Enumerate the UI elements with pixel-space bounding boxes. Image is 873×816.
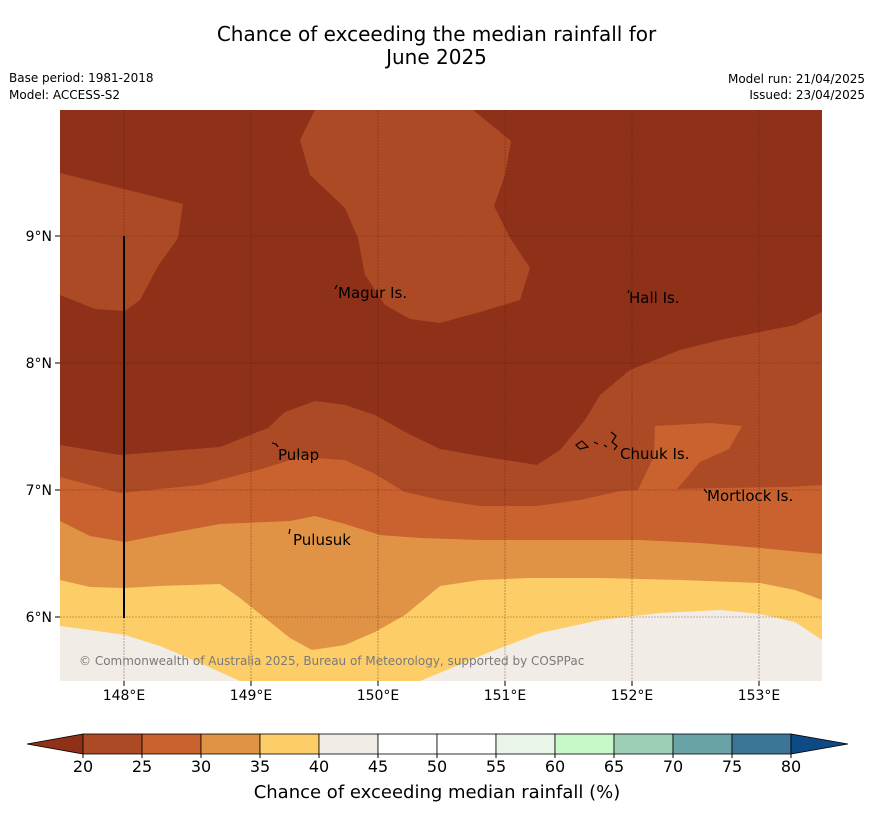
colorbar-cell — [554, 733, 615, 755]
lat-label-6n: 6°N — [26, 610, 52, 626]
place-label-pulusuk: Pulusuk — [293, 531, 351, 549]
colorbar-cell — [259, 733, 320, 755]
colorbar-tick-label: 70 — [663, 757, 683, 776]
pulusuk-island-shape — [288, 528, 291, 535]
rain-patch-20-25-west — [60, 173, 183, 311]
colorbar-tick-label: 35 — [250, 757, 270, 776]
place-label-mortlock: Mortlock Is. — [707, 487, 793, 505]
colorbar-cell — [141, 733, 202, 755]
lon-label-149e: 149°E — [230, 688, 273, 704]
issued-text: Issued: 23/04/2025 — [749, 88, 865, 102]
island-outlines — [271, 284, 708, 535]
lon-label-150e: 150°E — [357, 688, 400, 704]
place-label-pulap: Pulap — [278, 446, 319, 464]
map-plot-area[interactable]: Magur Is. Hall Is. Pulap Chuuk Is. Mortl… — [60, 110, 822, 681]
map-title-line1: Chance of exceeding the median rainfall … — [216, 22, 657, 46]
copyright-notice: © Commonwealth of Australia 2025, Bureau… — [79, 654, 584, 668]
colorbar-extend-low — [26, 733, 84, 755]
rain-zone-35-40-east-edge — [470, 643, 822, 681]
colorbar-cell — [672, 733, 733, 755]
model-text: Model: ACCESS-S2 — [9, 88, 121, 102]
map-title-line2: June 2025 — [386, 45, 487, 69]
colorbar-cell — [377, 733, 438, 755]
colorbar-extend-high — [790, 733, 849, 755]
lon-label-148e: 148°E — [103, 688, 146, 704]
rain-patch-20-25-central — [300, 110, 530, 323]
colorbar-cell — [731, 733, 792, 755]
colorbar-cells — [26, 733, 849, 755]
magur-island-shape — [334, 284, 338, 290]
colorbar-cell — [613, 733, 674, 755]
colorbar-tick-label: 50 — [427, 757, 447, 776]
colorbar-ticks: 20 25 30 35 40 45 50 55 60 65 70 75 80 — [73, 754, 801, 776]
colorbar-tick-label: 80 — [781, 757, 801, 776]
lon-label-152e: 152°E — [611, 688, 654, 704]
rain-zone-40-45 — [60, 626, 240, 681]
lat-label-9n: 9°N — [26, 229, 52, 245]
colorbar-tick-label: 25 — [132, 757, 152, 776]
lat-label-7n: 7°N — [26, 483, 52, 499]
colorbar-cell — [200, 733, 261, 755]
colorbar-cell — [318, 733, 379, 755]
colorbar-tick-label: 45 — [368, 757, 388, 776]
hall-island-shape — [627, 289, 630, 294]
colorbar-cell — [436, 733, 497, 755]
place-label-magur: Magur Is. — [338, 284, 407, 302]
lon-label-153e: 153°E — [738, 688, 781, 704]
colorbar-tick-label: 60 — [545, 757, 565, 776]
lon-label-151e: 151°E — [484, 688, 527, 704]
place-label-chuuk: Chuuk Is. — [620, 445, 689, 463]
colorbar-tick-label: 40 — [309, 757, 329, 776]
base-period-text: Base period: 1981-2018 — [9, 71, 154, 85]
mortlock-island-shape — [703, 488, 708, 494]
axis-ticks — [55, 235, 760, 686]
colorbar-tick-label: 65 — [604, 757, 624, 776]
model-run-text: Model run: 21/04/2025 — [727, 72, 865, 86]
colorbar-tick-label: 75 — [722, 757, 742, 776]
place-label-hall: Hall Is. — [629, 289, 680, 307]
colorbar-tick-label: 30 — [191, 757, 211, 776]
pulap-island-shape — [271, 442, 279, 448]
colorbar-tick-label: 55 — [486, 757, 506, 776]
colorbar-tick-label: 20 — [73, 757, 93, 776]
colorbar-label: Chance of exceeding median rainfall (%) — [254, 782, 621, 803]
colorbar: 20 25 30 35 40 45 50 55 60 65 70 75 80 Chance of exc… — [26, 733, 849, 803]
chuuk-island-shape — [575, 431, 618, 451]
colorbar-cell — [82, 733, 143, 755]
lat-label-8n: 8°N — [26, 356, 52, 372]
colorbar-cell — [495, 733, 556, 755]
